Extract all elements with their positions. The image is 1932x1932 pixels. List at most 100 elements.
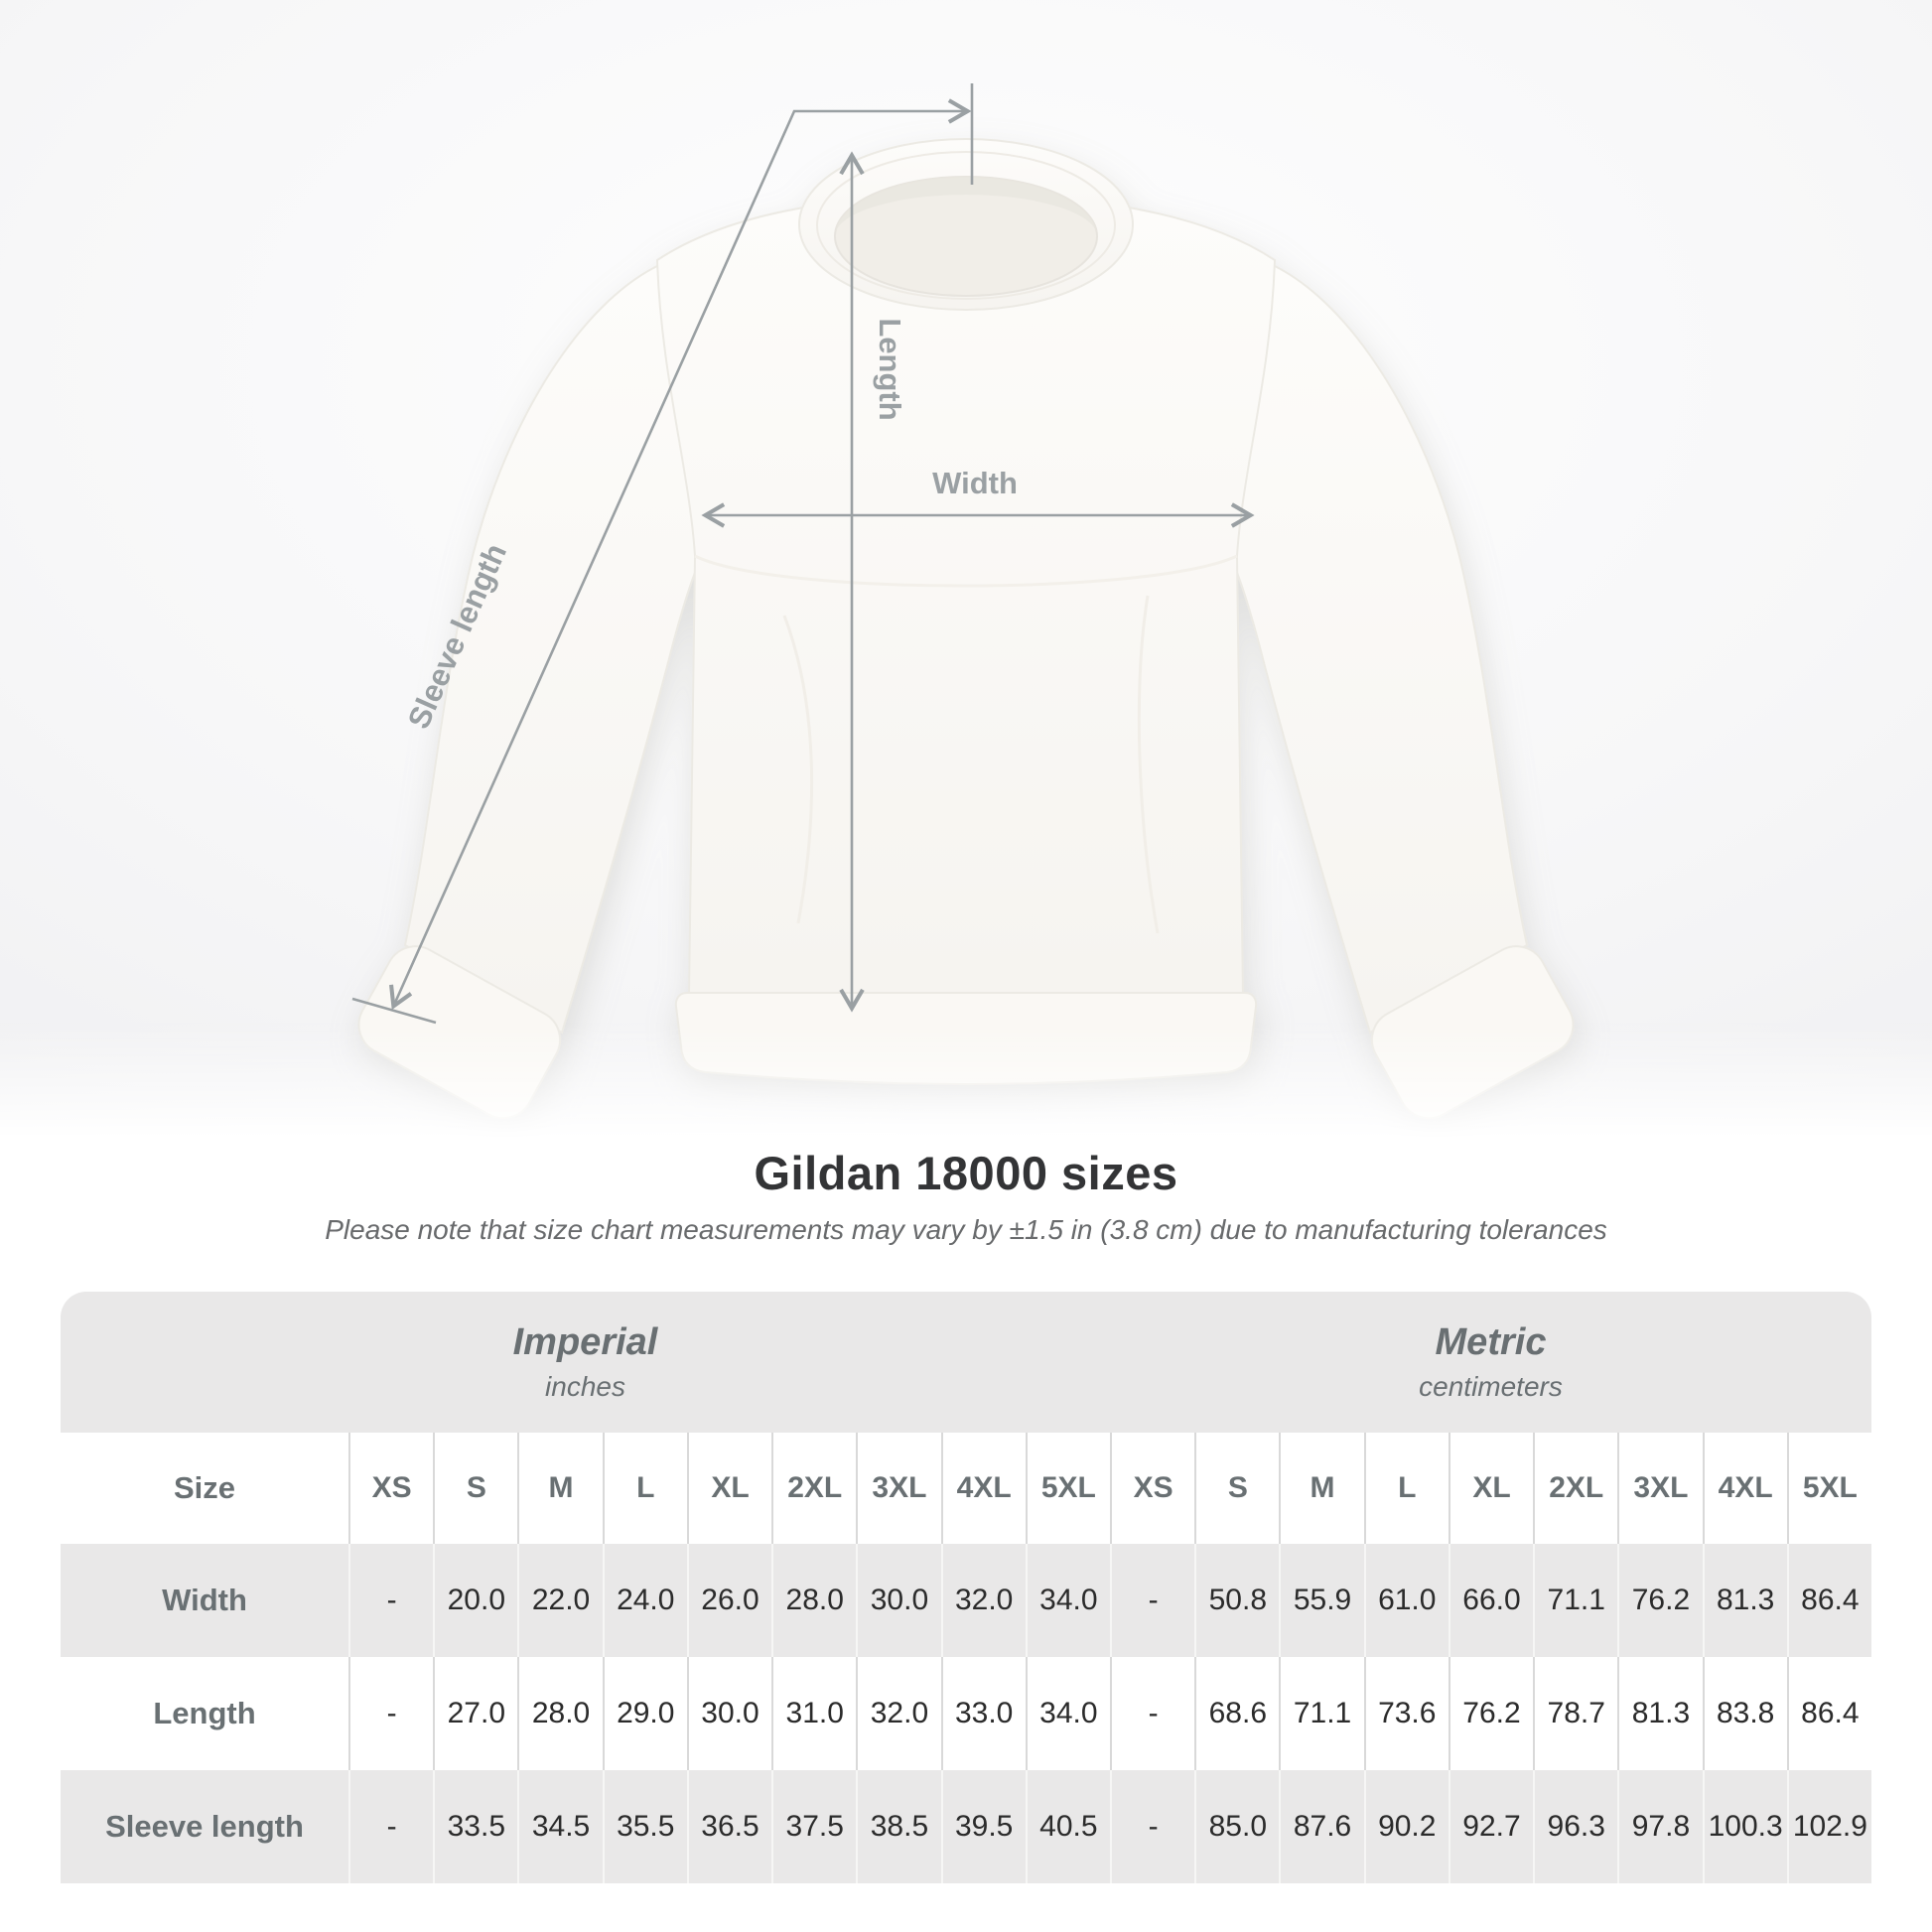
imperial-group-label: Imperial xyxy=(512,1321,658,1363)
measurement-value-cell: 90.2 xyxy=(1363,1770,1449,1883)
size-column-header: L xyxy=(1363,1433,1449,1544)
metric-unit-label: centimeters xyxy=(1419,1371,1563,1402)
row-label-width: Width xyxy=(162,1583,247,1617)
fold-line xyxy=(1137,595,1160,934)
measurement-value-cell: 81.3 xyxy=(1617,1657,1702,1770)
size-header-row: Size XS S M L XL 2XL 3XL 4XL 5XL XS S M L XL 2XL 3XL 4XL… xyxy=(61,1433,1871,1544)
measurement-value-cell: 32.0 xyxy=(856,1657,940,1770)
measurement-value-cell: 102.9 xyxy=(1786,1770,1871,1883)
measurement-value-cell: - xyxy=(1109,1657,1194,1770)
imperial-group-header: Imperial inches xyxy=(61,1292,1110,1433)
measurement-value-cell: - xyxy=(1109,1544,1194,1657)
measurement-value-cell: 34.0 xyxy=(1025,1544,1110,1657)
measurement-value-cell: 33.5 xyxy=(433,1770,517,1883)
measurement-value-cell: 26.0 xyxy=(686,1544,771,1657)
measurement-value-cell: - xyxy=(348,1770,433,1883)
measurement-value-cell: - xyxy=(1109,1770,1194,1883)
tolerance-note: Please note that size chart measurements… xyxy=(325,1214,1607,1245)
measurement-value-cell: 92.7 xyxy=(1448,1770,1533,1883)
measurement-value-cell: 38.5 xyxy=(856,1770,940,1883)
size-column-header: 5XL xyxy=(1025,1433,1110,1544)
size-column-header: L xyxy=(602,1433,687,1544)
measurement-value-cell: 76.2 xyxy=(1617,1544,1702,1657)
measurement-value-cell: 78.7 xyxy=(1533,1657,1617,1770)
size-header-cell: Size xyxy=(173,1470,236,1505)
sleeve-length-arrow xyxy=(389,98,972,1011)
size-column-header: 2XL xyxy=(771,1433,856,1544)
dimension-lines xyxy=(351,83,1255,1025)
size-column-header: M xyxy=(517,1433,602,1544)
table-row-width: Width -20.0 22.0 24.0 26.0 28.0 30.0 32.0 34.0-… xyxy=(61,1544,1871,1657)
sweatshirt-diagram-svg: Length Width Sleeve length xyxy=(0,0,1932,1142)
measurement-value-cell: 73.6 xyxy=(1363,1657,1449,1770)
measurement-value-cell: 97.8 xyxy=(1617,1770,1702,1883)
size-column-header: 5XL xyxy=(1786,1433,1871,1544)
measurement-value-cell: 22.0 xyxy=(517,1544,602,1657)
measurement-value-cell: 34.5 xyxy=(517,1770,602,1883)
size-column-header: XS xyxy=(1109,1433,1194,1544)
measurement-value-cell: 66.0 xyxy=(1448,1544,1533,1657)
measurement-value-cell: 100.3 xyxy=(1702,1770,1787,1883)
measurement-value-cell: 28.0 xyxy=(771,1544,856,1657)
measurement-value-cell: - xyxy=(348,1544,433,1657)
measurement-value-cell: 37.5 xyxy=(771,1770,856,1883)
length-dimension-label: Length xyxy=(873,318,907,420)
row-label-sleeve-length: Sleeve length xyxy=(105,1809,304,1844)
chart-heading: Gildan 18000 sizes Please note that size… xyxy=(0,1146,1932,1246)
measurement-value-cell: 61.0 xyxy=(1363,1544,1449,1657)
table-row-length: Length -27.0 28.0 29.0 30.0 31.0 32.0 33.0 34.0… xyxy=(61,1657,1871,1770)
measurement-value-cell: 36.5 xyxy=(686,1770,771,1883)
measurement-value-cell: 31.0 xyxy=(771,1657,856,1770)
measurement-value-cell: 27.0 xyxy=(433,1657,517,1770)
measurement-value-cell: 71.1 xyxy=(1279,1657,1363,1770)
measurement-value-cell: 30.0 xyxy=(856,1544,940,1657)
size-column-header: XS xyxy=(348,1433,433,1544)
size-column-header: 4XL xyxy=(940,1433,1026,1544)
measurement-value-cell: - xyxy=(348,1657,433,1770)
measurement-value-cell: 50.8 xyxy=(1194,1544,1279,1657)
metric-group-header: Metric centimeters xyxy=(1110,1292,1871,1433)
size-column-header: S xyxy=(433,1433,517,1544)
measurement-value-cell: 24.0 xyxy=(602,1544,687,1657)
size-column-header: 4XL xyxy=(1702,1433,1787,1544)
size-column-header: XL xyxy=(1448,1433,1533,1544)
measurement-value-cell: 33.0 xyxy=(940,1657,1026,1770)
measurement-value-cell: 29.0 xyxy=(602,1657,687,1770)
measurement-value-cell: 81.3 xyxy=(1702,1544,1787,1657)
imperial-unit-label: inches xyxy=(545,1371,625,1402)
measurement-value-cell: 86.4 xyxy=(1786,1544,1871,1657)
measurement-value-cell: 87.6 xyxy=(1279,1770,1363,1883)
size-column-header: 3XL xyxy=(1617,1433,1702,1544)
measurement-value-cell: 83.8 xyxy=(1702,1657,1787,1770)
measurement-value-cell: 86.4 xyxy=(1786,1657,1871,1770)
measurement-value-cell: 35.5 xyxy=(602,1770,687,1883)
measurement-value-cell: 20.0 xyxy=(433,1544,517,1657)
measurement-value-cell: 96.3 xyxy=(1533,1770,1617,1883)
size-column-header: S xyxy=(1194,1433,1279,1544)
size-chart-table: Imperial inches Metric centimeters Size … xyxy=(61,1292,1871,1883)
measurement-value-cell: 71.1 xyxy=(1533,1544,1617,1657)
size-column-header: 2XL xyxy=(1533,1433,1617,1544)
row-label-length: Length xyxy=(153,1696,256,1730)
width-dimension-label: Width xyxy=(932,466,1018,500)
measurement-value-cell: 76.2 xyxy=(1448,1657,1533,1770)
unit-group-header-row: Imperial inches Metric centimeters xyxy=(61,1292,1871,1433)
size-column-header: 3XL xyxy=(856,1433,940,1544)
measurement-value-cell: 40.5 xyxy=(1025,1770,1110,1883)
measurement-value-cell: 34.0 xyxy=(1025,1657,1110,1770)
product-size-diagram: Length Width Sleeve length xyxy=(0,0,1932,1142)
size-column-header: M xyxy=(1279,1433,1363,1544)
measurement-value-cell: 55.9 xyxy=(1279,1544,1363,1657)
table-row-sleeve-length: Sleeve length -33.5 34.5 35.5 36.5 37.5 38.5 3… xyxy=(61,1770,1871,1883)
backdrop-fade xyxy=(0,1023,1932,1142)
sweatshirt-body xyxy=(655,194,1277,998)
page-title: Gildan 18000 sizes xyxy=(754,1147,1178,1199)
metric-group-label: Metric xyxy=(1435,1321,1547,1363)
measurement-value-cell: 28.0 xyxy=(517,1657,602,1770)
measurement-value-cell: 32.0 xyxy=(940,1544,1026,1657)
cuff-tick xyxy=(351,997,437,1025)
measurement-value-cell: 39.5 xyxy=(940,1770,1026,1883)
measurement-value-cell: 85.0 xyxy=(1194,1770,1279,1883)
size-column-header: XL xyxy=(686,1433,771,1544)
measurement-value-cell: 68.6 xyxy=(1194,1657,1279,1770)
